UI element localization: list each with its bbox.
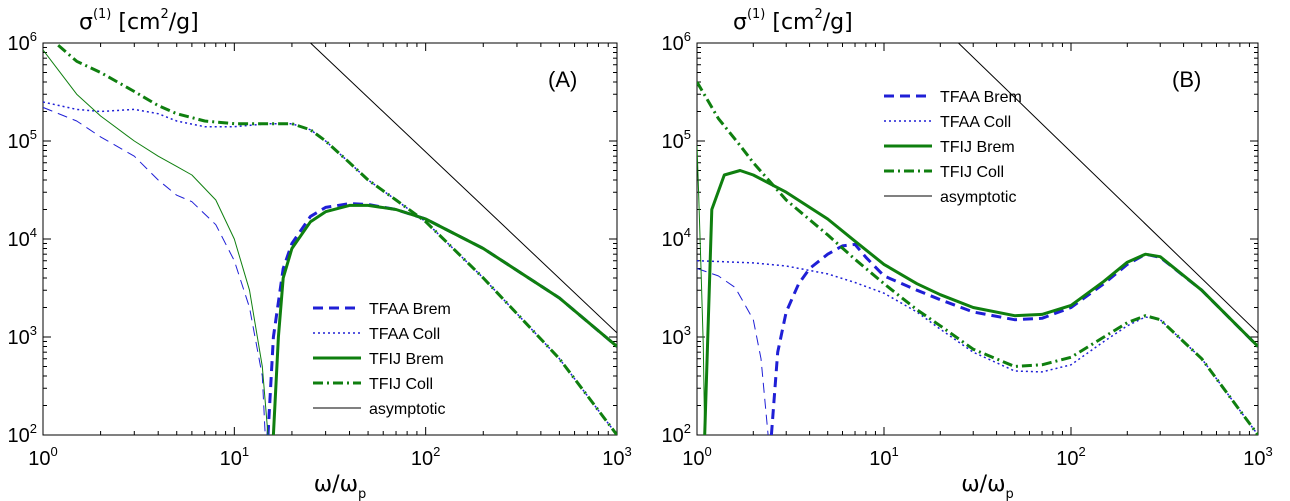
y-tick-label: 102 (662, 421, 691, 447)
series-line-tfij-brem-negative (43, 49, 269, 435)
legend-label: TFAA Coll (369, 326, 440, 343)
chart-panel-1: 100 101 102 103 102 103 104 105 106 σ(1) [cm2/g] ω… (8, 7, 632, 501)
legend: TFAA Brem TFAA Coll TFIJ Brem TFIJ Coll asym… (884, 89, 1022, 206)
legend-label: TFIJ Brem (369, 351, 444, 368)
y-tick-label: 102 (8, 421, 37, 447)
y-axis-label: σ(1) [cm2/g] (733, 7, 853, 35)
series-line-tfaa-brem (769, 242, 1258, 435)
plot-area (697, 43, 1258, 435)
x-tick-label: 100 (28, 444, 57, 470)
x-tick-label: 102 (411, 444, 440, 470)
legend-label: TFAA Brem (369, 301, 451, 318)
series-line-tfaa-coll (43, 101, 617, 435)
panel-label: (B) (1172, 67, 1201, 92)
series-line-tfij-brem-negative (697, 145, 706, 435)
series-line-tfaa-coll (697, 259, 1258, 435)
legend-label: TFIJ Coll (940, 164, 1004, 181)
series-line-tfij-brem (271, 203, 617, 435)
legend-label: TFIJ Brem (940, 139, 1015, 156)
x-tick-label: 101 (869, 444, 898, 470)
y-tick-label: 106 (8, 29, 37, 55)
series-line-tfaa-brem-negative (43, 106, 266, 435)
legend: TFAA Brem TFAA Coll TFIJ Brem TFIJ Coll asym… (313, 301, 451, 418)
y-tick-label: 105 (8, 127, 37, 153)
legend-label: TFAA Coll (940, 114, 1011, 131)
series-line-tfij-brem (703, 169, 1258, 435)
legend-label: asymptotic (369, 401, 445, 418)
y-axis-label: σ(1) [cm2/g] (79, 7, 199, 35)
x-tick-label: 102 (1056, 444, 1085, 470)
y-tick-label: 106 (662, 29, 691, 55)
panel-label: (A) (548, 67, 577, 92)
series-line-asymptotic (310, 43, 617, 334)
legend-label: TFIJ Coll (369, 376, 433, 393)
y-tick-label: 103 (8, 323, 37, 349)
series-line-tfaa-brem-negative (697, 268, 769, 435)
series-line-tfaa-brem (266, 202, 617, 435)
legend-label: asymptotic (940, 189, 1016, 206)
x-axis-label: ω/ωp (314, 472, 367, 501)
y-tick-label: 103 (662, 323, 691, 349)
legend-label: TFAA Brem (940, 89, 1022, 106)
x-tick-label: 103 (602, 444, 631, 470)
x-tick-label: 101 (220, 444, 249, 470)
series-line-tfij-coll (697, 81, 1258, 435)
chart-panel-2: 100 101 102 103 102 103 104 105 106 σ(1) [cm2/g] ω… (662, 7, 1273, 501)
x-axis-label: ω/ωp (961, 472, 1014, 501)
series-line-asymptotic (958, 43, 1258, 334)
y-tick-label: 104 (8, 225, 37, 251)
y-tick-label: 104 (662, 225, 691, 251)
x-tick-label: 100 (682, 444, 711, 470)
plot-area (43, 43, 617, 435)
plot-frame (42, 42, 618, 436)
x-tick-label: 103 (1243, 444, 1272, 470)
y-tick-label: 105 (662, 127, 691, 153)
series-line-tfij-coll (57, 44, 617, 435)
